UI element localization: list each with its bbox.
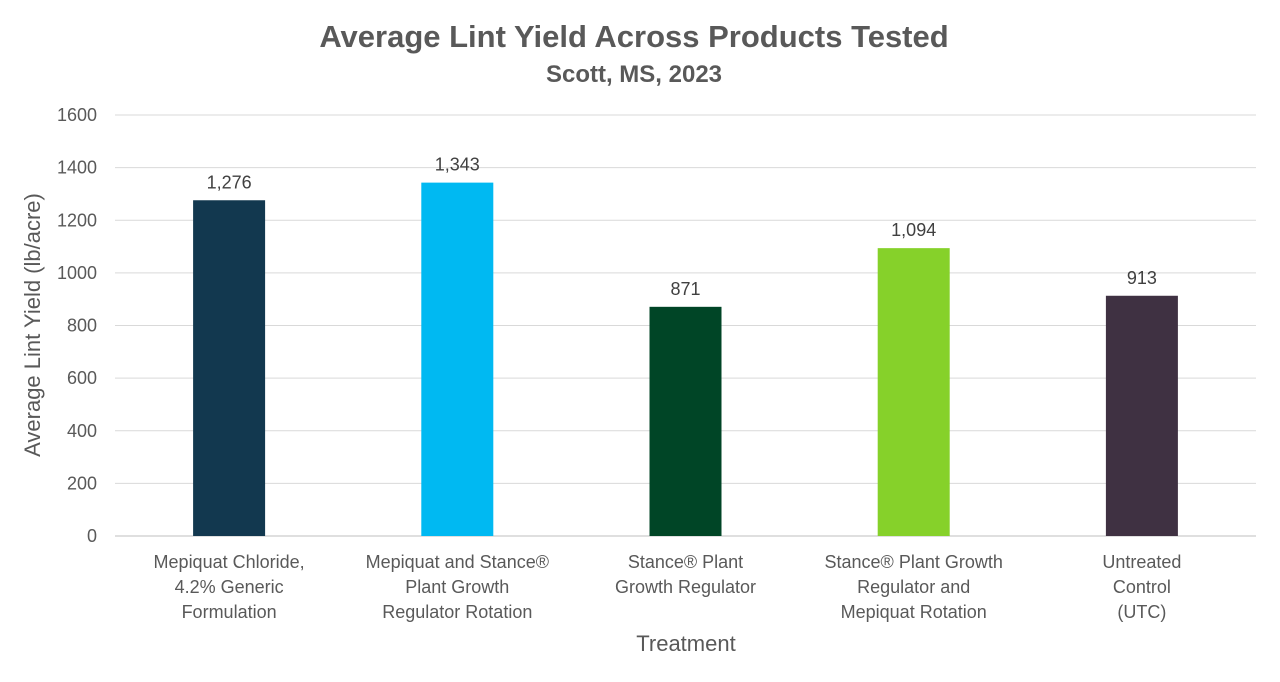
y-tick-label: 1200 [57,210,97,230]
x-tick-label-line: Formulation [182,602,277,622]
x-tick-label-line: 4.2% Generic [175,577,284,597]
data-label: 1,343 [435,155,480,175]
x-tick-label-line: Stance® Plant [628,552,743,572]
y-tick-labels: 0 200 400 600 800 1000 1200 1400 1600 [57,105,97,546]
y-tick-label: 0 [87,526,97,546]
data-label: 871 [670,279,700,299]
bar [193,200,266,536]
x-tick-label-line: Control [1113,577,1171,597]
x-tick-label-line: Growth Regulator [615,577,756,597]
data-label: 913 [1127,268,1157,288]
chart-title: Average Lint Yield Across Products Teste… [319,19,948,54]
x-tick-labels: Mepiquat Chloride, 4.2% Generic Formulatio… [154,552,1182,622]
x-tick-label: Stance® Plant Growth Regulator [615,552,756,597]
y-tick-label: 400 [67,421,97,441]
x-tick-label-line: Regulator and [857,577,970,597]
x-tick-label: Untreated Control (UTC) [1102,552,1181,622]
x-tick-label-line: Untreated [1102,552,1181,572]
bar [649,306,722,536]
bar [421,182,494,537]
x-tick-label-line: (UTC) [1117,602,1166,622]
x-tick-label-line: Stance® Plant Growth [825,552,1003,572]
data-label: 1,094 [891,220,936,240]
x-axis-title: Treatment [636,631,735,656]
x-tick-label-line: Regulator Rotation [382,602,532,622]
bars [193,182,1178,537]
y-tick-label: 200 [67,473,97,493]
x-tick-label-line: Mepiquat Rotation [841,602,987,622]
x-tick-label-line: Mepiquat Chloride, [154,552,305,572]
y-tick-label: 1400 [57,158,97,178]
bar [1105,295,1178,536]
y-axis-title: Average Lint Yield (lb/acre) [20,193,45,457]
x-tick-label: Stance® Plant Growth Regulator and Mepiqua… [825,552,1003,622]
data-label: 1,276 [207,172,252,192]
y-tick-label: 1600 [57,105,97,125]
x-tick-label-line: Plant Growth [405,577,509,597]
bar [877,248,950,537]
y-tick-label: 1000 [57,263,97,283]
data-labels: 1,276 1,343 871 1,094 913 [207,155,1157,299]
x-tick-label-line: Mepiquat and Stance® [366,552,549,572]
x-tick-label: Mepiquat Chloride, 4.2% Generic Formulatio… [154,552,305,622]
y-tick-label: 800 [67,316,97,336]
y-tick-label: 600 [67,368,97,388]
chart-subtitle: Scott, MS, 2023 [546,61,722,88]
x-tick-label: Mepiquat and Stance® Plant Growth Regulato… [366,552,549,622]
